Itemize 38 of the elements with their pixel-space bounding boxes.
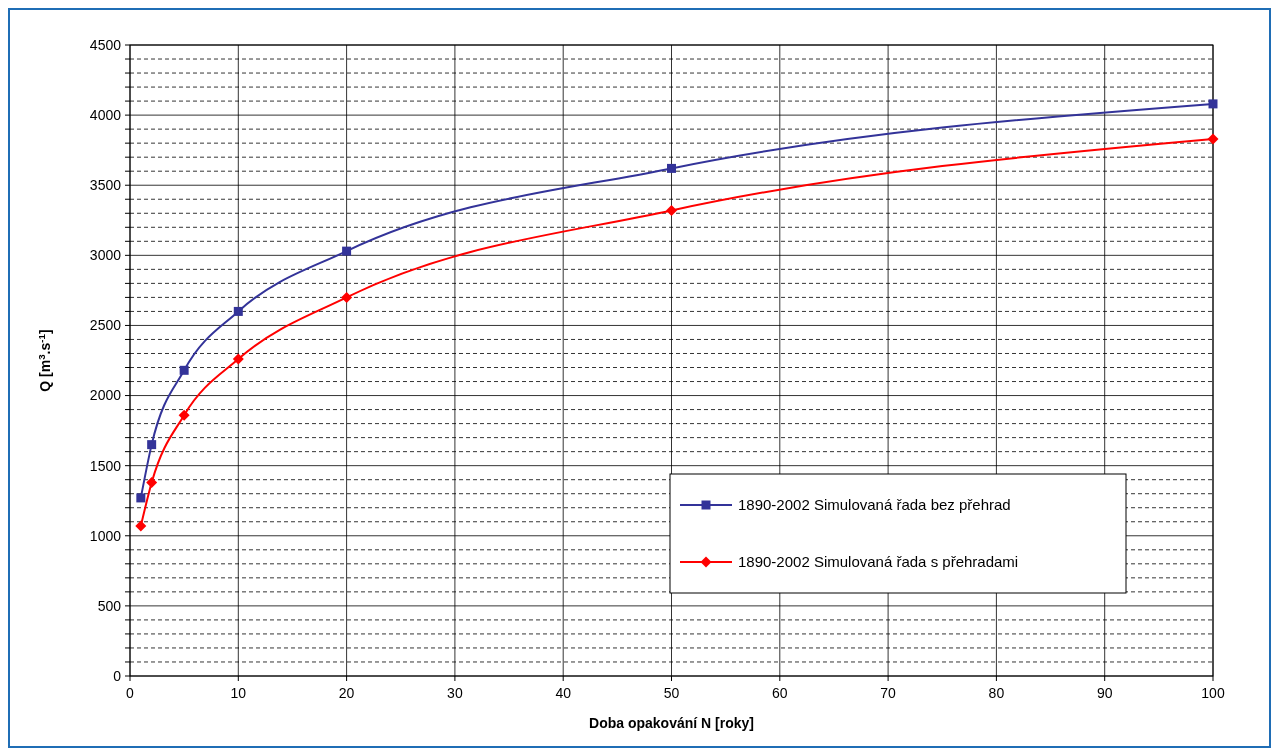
y-tick-label: 2500 [89,317,122,334]
x-tick-label: 20 [338,685,355,701]
point [666,204,677,216]
y-tick-label: 0 [113,667,122,684]
legend-label: 1890-2002 Simulovaná řada s přehradami [738,553,1019,571]
x-tick-label: 40 [555,685,572,701]
y-tick-label: 1000 [89,527,122,544]
y-tick-label: 2000 [89,387,122,404]
point [146,476,158,488]
point [179,365,189,375]
x-axis-title: Doba opakování N [roky] [589,715,754,731]
y-tick-label: 4000 [89,107,122,124]
point [178,409,190,421]
point [667,163,676,173]
point [136,493,146,503]
y-tick-label: 4500 [89,36,122,53]
y-tick-label: 1500 [89,457,122,474]
x-tick-label: 10 [230,685,247,701]
point [1208,99,1218,109]
x-tick-label: 70 [880,685,897,701]
point [135,520,147,532]
point [341,291,353,303]
x-tick-label: 80 [988,685,1005,701]
y-tick-label: 500 [97,597,122,614]
x-tick-label: 0 [126,685,135,701]
y-tick-label: 3500 [89,177,122,194]
x-tick-label: 100 [1201,685,1225,701]
legend-label: 1890-2002 Simulovaná řada bez přehrad [738,496,1011,514]
x-tick-label: 90 [1096,685,1113,701]
x-tick-label: 50 [663,685,680,701]
point [1207,133,1219,145]
point [147,440,157,450]
x-tick-label: 60 [772,685,788,701]
point [232,353,244,365]
y-tick-label: 3000 [89,247,122,264]
x-tick-label: 30 [447,685,463,701]
point [342,246,352,256]
point [233,306,243,316]
